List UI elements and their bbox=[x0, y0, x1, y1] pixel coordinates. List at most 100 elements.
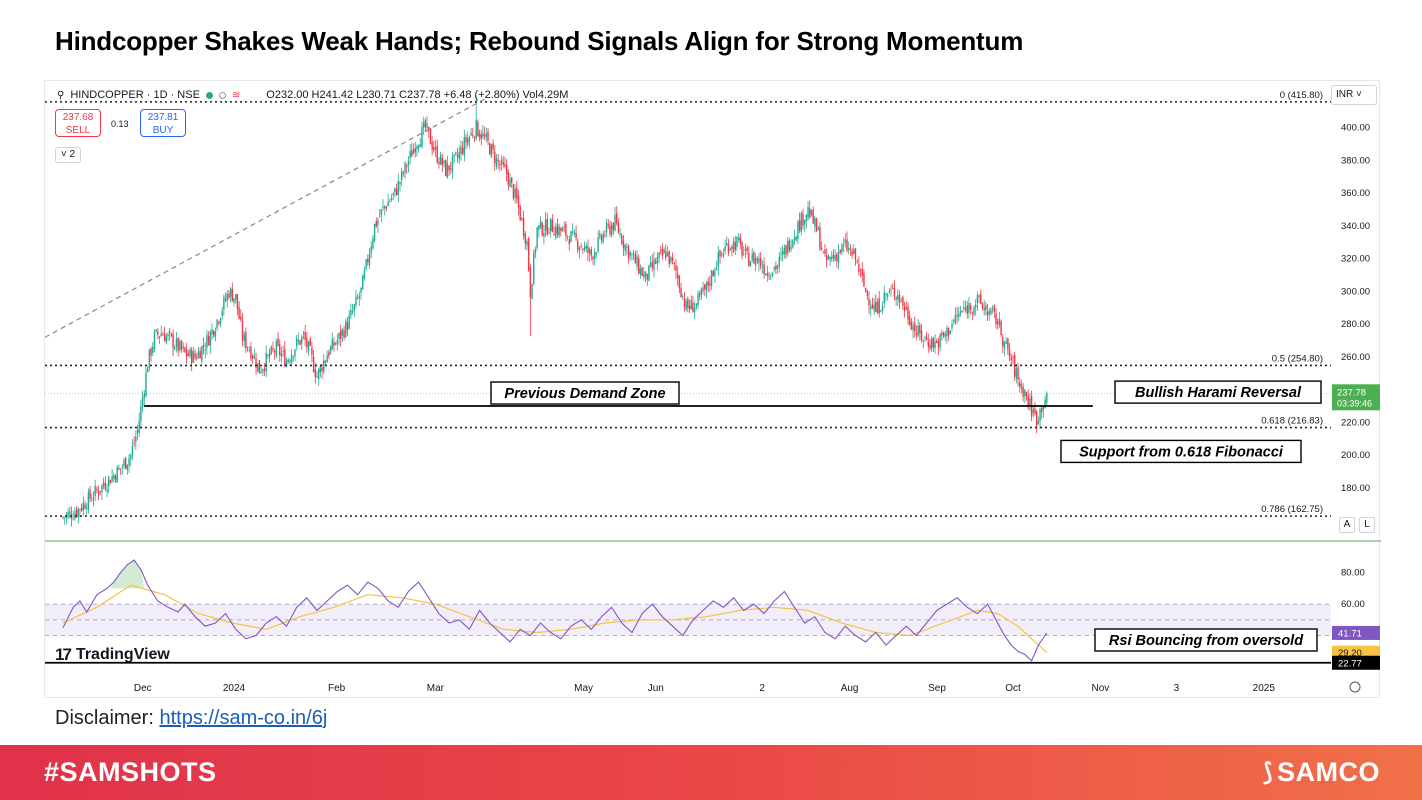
candle-body bbox=[800, 213, 803, 232]
currency-select[interactable]: INR ˅ bbox=[1331, 85, 1377, 105]
candle-body bbox=[507, 172, 510, 186]
candle-body bbox=[257, 363, 259, 372]
annotation-harami-box bbox=[1114, 380, 1322, 404]
candle-body bbox=[964, 308, 967, 311]
candlestick-chart[interactable]: 400.00380.00360.00340.00320.00300.00280.… bbox=[45, 81, 1381, 699]
tradingview-logo[interactable]: 17 TradingView bbox=[55, 645, 170, 665]
annotation-rsi-box bbox=[1094, 628, 1318, 652]
candle-body bbox=[629, 251, 631, 256]
time-tick-label: 2024 bbox=[223, 683, 246, 694]
candle-body bbox=[180, 340, 183, 350]
buy-button[interactable]: 237.81 BUY bbox=[140, 109, 186, 137]
candle-body bbox=[87, 491, 90, 510]
candle-body bbox=[511, 177, 513, 183]
price-tick-label: 200.00 bbox=[1341, 450, 1370, 461]
candle-body bbox=[466, 138, 469, 145]
candle-body bbox=[622, 240, 625, 248]
candle-body bbox=[345, 320, 347, 337]
candle-body bbox=[541, 222, 543, 236]
candle-body bbox=[162, 334, 164, 336]
candle-body bbox=[812, 209, 814, 224]
candle-body bbox=[934, 341, 936, 348]
auto-scale-button[interactable]: A bbox=[1339, 517, 1355, 533]
candle-body bbox=[751, 253, 753, 261]
candle-body bbox=[780, 253, 782, 255]
candle-body bbox=[419, 143, 422, 147]
candle-body bbox=[715, 268, 718, 271]
candle-body bbox=[190, 349, 193, 364]
indicator-collapse-button[interactable]: ˅ 2 bbox=[55, 147, 81, 163]
candle-body bbox=[609, 225, 611, 234]
last-price-value: 237.78 bbox=[1337, 387, 1366, 398]
candle-body bbox=[648, 265, 650, 281]
candle-body bbox=[781, 251, 784, 255]
candle-body bbox=[810, 210, 813, 216]
candle-body bbox=[429, 128, 432, 145]
symbol-label[interactable]: HINDCOPPER · 1D · NSE bbox=[70, 89, 200, 101]
candle-body bbox=[954, 315, 957, 323]
candle-body bbox=[646, 273, 648, 280]
candle-body bbox=[316, 376, 318, 378]
candle-body bbox=[372, 238, 374, 249]
candle-body bbox=[363, 270, 366, 279]
candle-body bbox=[111, 475, 113, 482]
candle-body bbox=[737, 238, 740, 241]
candle-body bbox=[140, 406, 142, 422]
sell-button[interactable]: 237.68 SELL bbox=[55, 109, 101, 137]
candle-body bbox=[145, 372, 147, 396]
candle-body bbox=[323, 360, 325, 372]
rsi-low-value: 22.77 bbox=[1338, 658, 1362, 669]
candle-body bbox=[223, 297, 225, 310]
annotation-rsi: Rsi Bouncing from oversold bbox=[1109, 633, 1304, 649]
candle-body bbox=[497, 159, 499, 162]
candle-body bbox=[968, 303, 970, 313]
price-tick-label: 400.00 bbox=[1341, 123, 1370, 134]
candle-body bbox=[592, 256, 594, 260]
candle-body bbox=[285, 360, 288, 367]
candle-body bbox=[587, 246, 589, 253]
candle-body bbox=[165, 335, 168, 343]
candle-body bbox=[92, 498, 95, 499]
candle-body bbox=[897, 295, 899, 300]
candle-body bbox=[258, 360, 261, 374]
candle-body bbox=[859, 268, 862, 270]
settings-icon[interactable]: ≋ bbox=[231, 89, 241, 101]
candle-body bbox=[631, 254, 633, 255]
candle-body bbox=[211, 329, 213, 335]
candle-body bbox=[150, 348, 152, 356]
candle-body bbox=[888, 291, 891, 292]
candle-body bbox=[324, 360, 327, 363]
rsi-overbought-fill bbox=[110, 560, 145, 589]
candle-body bbox=[441, 158, 444, 166]
candle-body bbox=[334, 343, 337, 345]
candle-body bbox=[709, 283, 711, 285]
candle-body bbox=[155, 329, 157, 332]
candle-body bbox=[402, 172, 405, 174]
candle-body bbox=[930, 338, 933, 349]
candle-body bbox=[770, 277, 772, 279]
candle-body bbox=[988, 311, 990, 315]
candle-body bbox=[1000, 321, 1002, 336]
samco-label: SAMCO bbox=[1277, 757, 1380, 787]
candle-body bbox=[1035, 411, 1038, 427]
log-scale-button[interactable]: L bbox=[1359, 517, 1375, 533]
candle-body bbox=[670, 256, 672, 263]
candle-body bbox=[321, 367, 323, 372]
candle-body bbox=[1046, 393, 1048, 403]
candle-body bbox=[461, 147, 464, 154]
candle-body bbox=[746, 247, 748, 252]
candle-body bbox=[759, 258, 762, 267]
candle-body bbox=[588, 248, 591, 254]
disclaimer-link[interactable]: https://sam-co.in/6j bbox=[159, 707, 328, 729]
candle-body bbox=[914, 323, 916, 332]
candle-body bbox=[580, 246, 582, 248]
candle-body bbox=[339, 330, 342, 339]
candle-body bbox=[973, 307, 975, 315]
candle-body bbox=[727, 244, 730, 254]
candle-body bbox=[621, 235, 623, 244]
chart-panel[interactable]: 400.00 380.00 360.00 340.00 320.00 300.00 280.… bbox=[44, 80, 1381, 699]
time-settings-icon[interactable] bbox=[1349, 681, 1361, 693]
candle-body bbox=[698, 292, 701, 297]
candle-body bbox=[175, 338, 178, 347]
candle-body bbox=[920, 330, 923, 341]
